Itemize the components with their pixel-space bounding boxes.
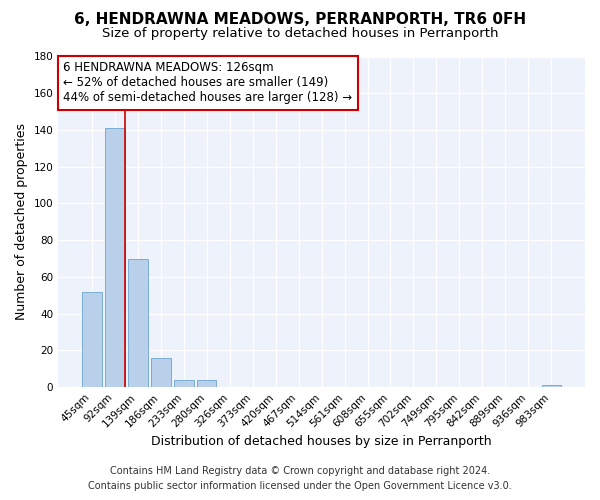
Bar [197, 380, 217, 387]
Y-axis label: Number of detached properties: Number of detached properties [15, 124, 28, 320]
Bar [174, 380, 194, 387]
Bar [82, 292, 101, 387]
Bar [542, 386, 561, 387]
Text: Size of property relative to detached houses in Perranporth: Size of property relative to detached ho… [102, 28, 498, 40]
Bar [151, 358, 170, 387]
X-axis label: Distribution of detached houses by size in Perranporth: Distribution of detached houses by size … [151, 434, 492, 448]
Text: 6 HENDRAWNA MEADOWS: 126sqm
← 52% of detached houses are smaller (149)
44% of se: 6 HENDRAWNA MEADOWS: 126sqm ← 52% of det… [64, 62, 353, 104]
Bar [128, 258, 148, 387]
Text: Contains HM Land Registry data © Crown copyright and database right 2024.
Contai: Contains HM Land Registry data © Crown c… [88, 466, 512, 491]
Text: 6, HENDRAWNA MEADOWS, PERRANPORTH, TR6 0FH: 6, HENDRAWNA MEADOWS, PERRANPORTH, TR6 0… [74, 12, 526, 28]
Bar [105, 128, 125, 387]
